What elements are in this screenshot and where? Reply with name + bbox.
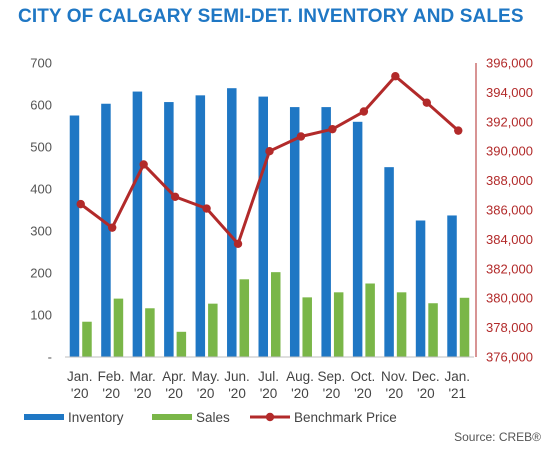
x-axis: Jan. '20 Feb. '20 Mar. '20 Apr. '20 May. '20 Jun. '… [65,356,474,401]
sales-bar [271,272,281,357]
x-tick-label-month: Jun. [224,369,250,384]
right-axis-tick-label: 384,000 [486,232,533,247]
left-axis-tick-label: 300 [30,224,52,239]
x-tick-label-year: '20 [323,386,341,401]
legend-label-benchmark: Benchmark Price [294,410,397,425]
benchmark-price-point [265,147,274,156]
benchmark-price-point [359,107,369,116]
left-axis-tick-label: 400 [30,182,52,197]
sales-bar [113,298,124,357]
inventory-bar [415,220,426,357]
line-series [76,72,463,249]
sales-bar [302,297,312,357]
x-tick-label-year: '20 [71,386,89,401]
benchmark-price-point [233,239,243,249]
left-axis: - 100 200 300 400 500 600 700 [30,56,52,365]
right-axis: 376,000 378,000 380,000 382,000 384,000 386,0… [475,56,533,365]
legend-swatch-benchmark-marker [265,412,275,422]
x-tick-label-year: '20 [291,386,309,401]
x-tick-label-year: '20 [354,386,372,401]
x-tick-label-year: '20 [260,386,278,401]
right-axis-tick-label: 380,000 [486,291,533,306]
x-tick-label-year: '20 [386,386,404,401]
x-tick-label-month: Jan. [445,369,471,384]
right-axis-tick-label: 382,000 [486,261,533,276]
sales-bar [333,292,344,357]
inventory-bar [195,95,206,357]
right-axis-tick-label: 392,000 [486,114,533,129]
sales-bar [365,283,375,357]
x-tick-label-year: '20 [417,386,435,401]
left-axis-tick-label: 700 [30,56,52,71]
chart-title: CITY OF CALGARY SEMI-DET. INVENTORY AND … [18,6,524,27]
sales-bar [428,303,438,357]
benchmark-price-point [170,192,180,201]
sales-bar [82,321,92,357]
x-tick-label-month: Oct. [351,369,376,384]
x-tick-label-year: '20 [134,386,152,401]
x-tick-label-year: '20 [197,386,215,401]
x-tick-label-month: Jul. [258,369,279,384]
benchmark-price-point [422,98,432,107]
source-note: Source: CREB® [454,430,541,444]
legend-label-inventory: Inventory [68,410,124,425]
benchmark-price-point [391,72,400,81]
right-axis-tick-label: 394,000 [486,85,533,100]
right-axis-tick-label: 390,000 [486,144,533,159]
inventory-bar [164,102,174,357]
sales-bar [459,297,470,357]
x-tick-label-year: '20 [165,386,183,401]
inventory-bar [101,103,111,358]
sales-bar [396,292,407,357]
x-tick-label-year: '21 [448,386,466,401]
inventory-bar [258,96,268,357]
x-tick-label-month: Dec. [412,369,440,384]
right-axis-tick-label: 388,000 [486,173,533,188]
x-tick-label-month: Sep. [318,369,346,384]
left-axis-tick-label: - [48,350,52,365]
x-tick-label-month: May. [191,369,219,384]
x-tick-label-month: Feb. [98,369,125,384]
benchmark-price-point [76,199,85,209]
benchmark-price-point [328,124,337,134]
left-axis-tick-label: 200 [30,266,52,281]
inventory-bar [447,215,457,357]
left-axis-tick-label: 500 [30,140,52,155]
bar-series [69,88,470,358]
benchmark-price-point [454,126,463,135]
benchmark-price-point [139,160,148,169]
inventory-bar [69,115,80,357]
sales-bar [176,331,187,357]
inventory-bar [384,167,394,357]
legend-label-sales: Sales [196,410,230,425]
inventory-bar [352,121,363,357]
benchmark-price-point [107,223,117,232]
x-tick-label-month: Nov. [381,369,408,384]
right-axis-tick-label: 378,000 [486,320,533,335]
right-axis-tick-label: 376,000 [486,350,533,365]
benchmark-price-point [296,132,306,141]
inventory-bar [132,91,143,357]
right-axis-tick-label: 396,000 [486,56,533,71]
x-tick-label-month: Aug. [286,369,314,384]
x-tick-label-month: Jan. [67,369,93,384]
sales-bar [145,308,155,357]
legend: Inventory Sales Benchmark Price [24,410,397,425]
sales-bar [239,279,250,357]
benchmark-price-point [202,204,211,213]
left-axis-tick-label: 100 [30,308,52,323]
sales-bar [208,303,218,357]
x-tick-label-year: '20 [102,386,120,401]
inventory-bar [227,88,237,357]
right-axis-tick-label: 386,000 [486,203,533,218]
x-tick-label-month: Apr. [162,369,186,384]
x-tick-label-year: '20 [228,386,246,401]
inventory-bar [289,107,300,357]
inventory-bar [321,107,331,357]
left-axis-tick-label: 600 [30,98,52,113]
x-tick-label-month: Mar. [130,369,156,384]
